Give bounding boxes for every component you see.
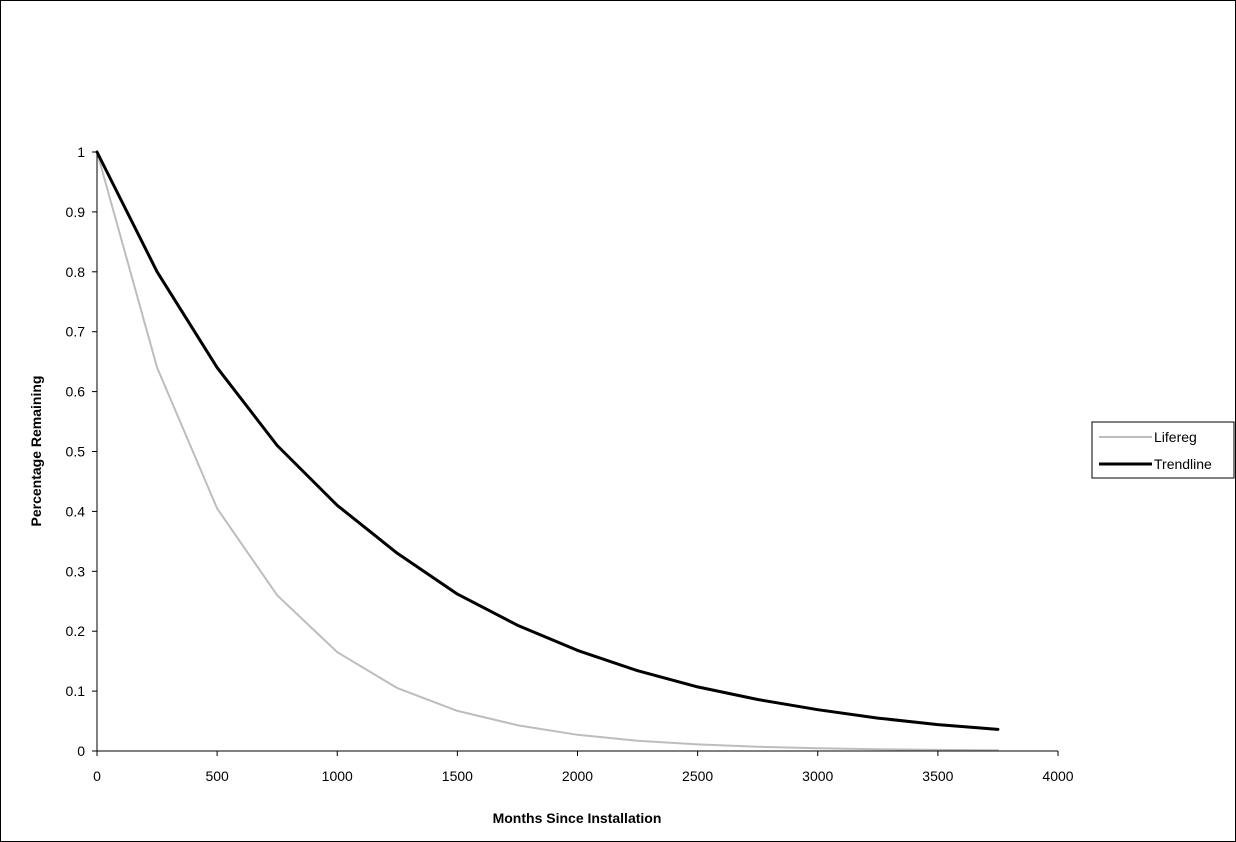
legend-label-trendline: Trendline xyxy=(1154,456,1212,472)
y-tick-label: 0.2 xyxy=(66,623,86,639)
x-axis-title: Months Since Installation xyxy=(493,810,662,826)
x-tick-label: 0 xyxy=(93,768,101,784)
legend-box xyxy=(1091,421,1235,479)
x-tick-label: 1000 xyxy=(322,768,353,784)
legend: Lifereg Trendline xyxy=(1091,421,1235,479)
series-line-trendline xyxy=(95,150,1000,731)
x-tick-label: 2500 xyxy=(682,768,713,784)
y-tick-label: 0.7 xyxy=(66,324,86,340)
y-axis-title: Percentage Remaining xyxy=(28,376,44,527)
legend-label-lifereg: Lifereg xyxy=(1154,429,1197,445)
x-tick-label: 3000 xyxy=(802,768,833,784)
y-tick-label: 0.5 xyxy=(66,444,86,460)
x-tick-label: 2000 xyxy=(562,768,593,784)
y-tick-label: 0 xyxy=(77,743,85,759)
x-tick-label: 500 xyxy=(205,768,229,784)
y-tick-label: 0.3 xyxy=(66,563,86,579)
x-tick-label: 1500 xyxy=(442,768,473,784)
x-tick-label: 4000 xyxy=(1042,768,1073,784)
y-tick-label: 0.4 xyxy=(66,503,86,519)
y-tick-label: 0.1 xyxy=(66,683,86,699)
x-tick-label: 3500 xyxy=(922,768,953,784)
y-tick-label: 0.6 xyxy=(66,384,86,400)
y-tick-label: 0.9 xyxy=(66,204,86,220)
y-tick-label: 0.8 xyxy=(66,264,86,280)
y-tick-label: 1 xyxy=(77,144,85,160)
series-line-lifereg xyxy=(96,151,999,752)
